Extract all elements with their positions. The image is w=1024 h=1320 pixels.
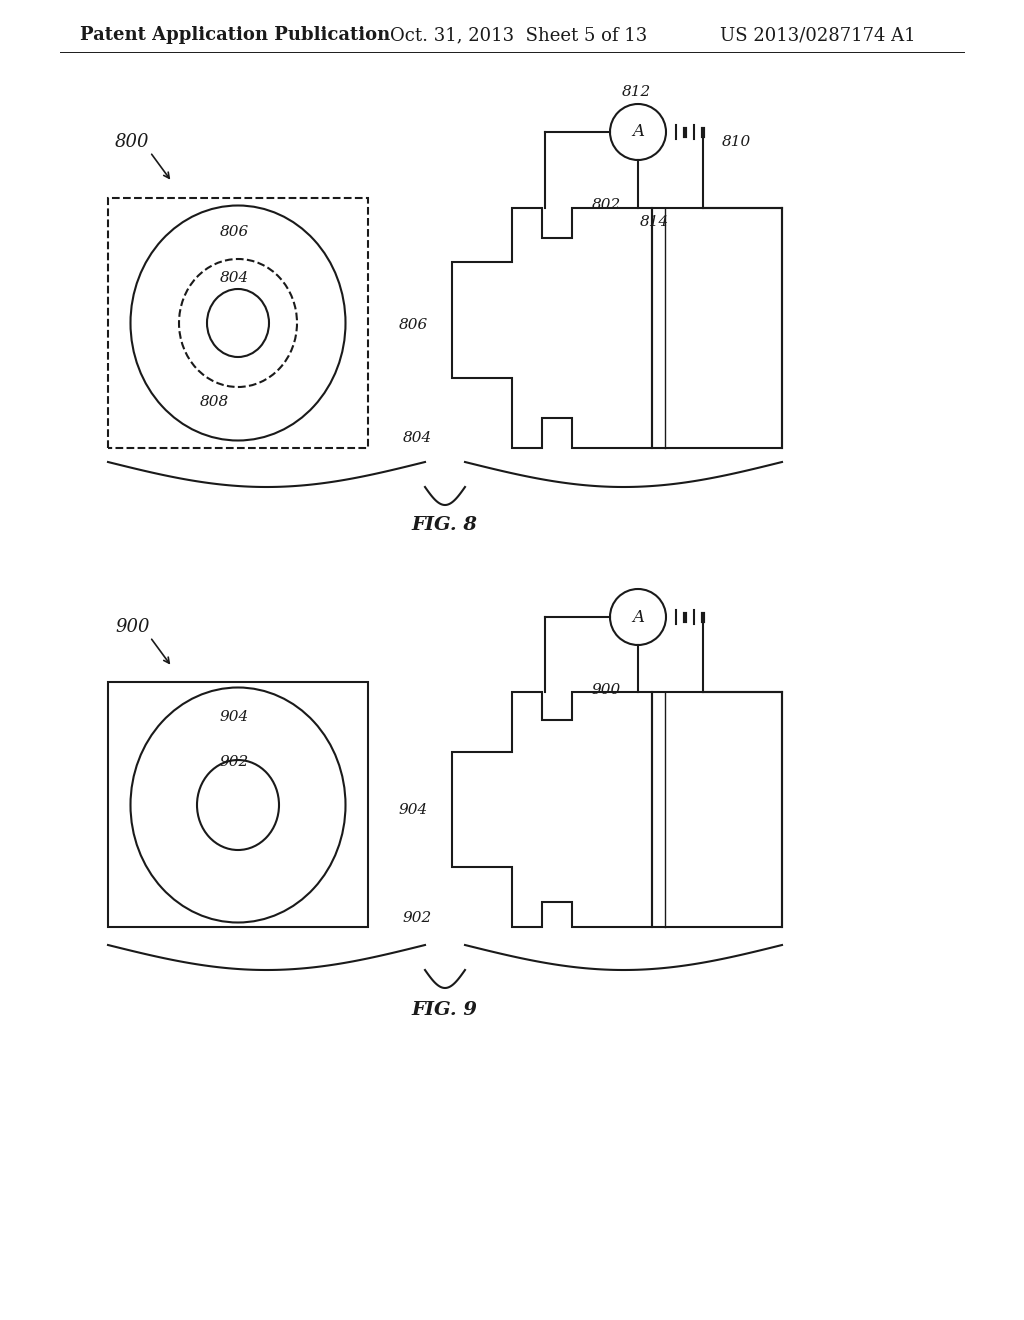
- Text: 800: 800: [115, 133, 150, 150]
- Text: 812: 812: [622, 84, 651, 99]
- Text: 802: 802: [592, 198, 622, 213]
- Text: A: A: [632, 124, 644, 140]
- Text: 900: 900: [592, 682, 622, 697]
- Text: Oct. 31, 2013  Sheet 5 of 13: Oct. 31, 2013 Sheet 5 of 13: [390, 26, 647, 44]
- Text: 902: 902: [402, 911, 432, 925]
- Circle shape: [610, 104, 666, 160]
- Text: 806: 806: [220, 224, 249, 239]
- Text: US 2013/0287174 A1: US 2013/0287174 A1: [720, 26, 915, 44]
- Text: Patent Application Publication: Patent Application Publication: [80, 26, 390, 44]
- Text: 904: 904: [398, 803, 428, 817]
- Text: 902: 902: [220, 755, 249, 770]
- Circle shape: [610, 589, 666, 645]
- Text: FIG. 8: FIG. 8: [411, 516, 477, 535]
- Text: FIG. 9: FIG. 9: [411, 1001, 477, 1019]
- Text: 810: 810: [722, 135, 752, 149]
- Text: A: A: [632, 609, 644, 626]
- Text: 814: 814: [640, 215, 670, 228]
- Text: 804: 804: [402, 432, 432, 445]
- Text: 904: 904: [220, 710, 249, 723]
- Text: 900: 900: [115, 618, 150, 636]
- Text: 806: 806: [398, 318, 428, 333]
- Text: 808: 808: [200, 395, 229, 409]
- Text: 804: 804: [220, 271, 249, 285]
